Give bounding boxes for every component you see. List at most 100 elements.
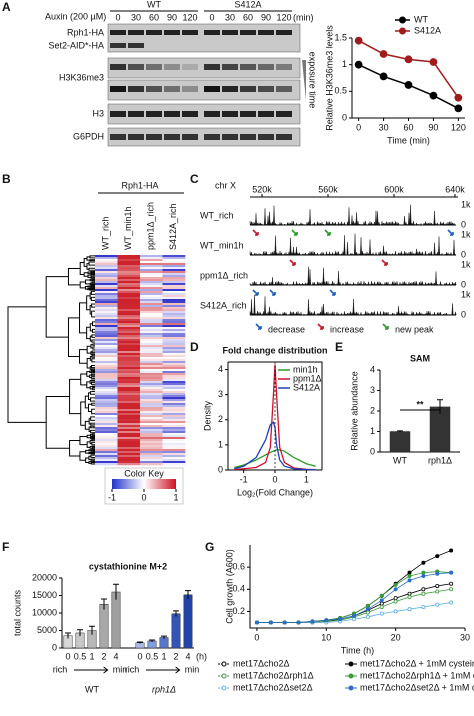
heatmap-cell (140, 409, 163, 412)
heatmap-cell (162, 297, 186, 300)
x-axis-label: Time (h) (341, 645, 374, 655)
heatmap-cell (162, 381, 186, 384)
timepoint: 30 (131, 12, 141, 22)
heatmap-cell (117, 323, 141, 326)
heatmap-cell (140, 295, 163, 298)
dendrogram-branch (89, 282, 92, 286)
x-tick-label: 0 (272, 474, 277, 484)
heatmap-cell (117, 457, 141, 460)
legend-label: met17Δcho2Δrph1Δ + 1mM cysteine (360, 670, 474, 680)
y-tick-label: 4 (370, 364, 375, 374)
legend-label: min1h (293, 364, 318, 374)
heatmap-cell (162, 311, 186, 314)
heatmap-cell (117, 261, 141, 264)
annotation: ** (416, 399, 424, 409)
heatmap-cell (140, 367, 163, 370)
dendrogram-branch (90, 462, 93, 465)
heatmap-cell (117, 335, 141, 338)
blot-row-label: G6PDH (73, 131, 104, 141)
data-point (379, 604, 384, 609)
heatmap-cell (117, 269, 141, 272)
chart-title: cystathionine M+2 (89, 561, 167, 571)
heatmap-column-label: WT_rich (101, 217, 111, 251)
heatmap-cell (140, 431, 163, 434)
heatmap-cell (162, 393, 186, 396)
heatmap-cell (117, 445, 141, 448)
legend-label: met17Δcho2Δset2Δ (233, 682, 313, 692)
heatmap-cell (95, 409, 118, 412)
heatmap-cell (95, 435, 118, 438)
x-tick-label: 0 (356, 122, 361, 132)
axis-arrow (74, 666, 109, 674)
heatmap-cell (162, 277, 186, 280)
dendrogram-branch (67, 267, 81, 286)
heatmap-cell (117, 349, 141, 352)
heatmap-cell (117, 387, 141, 390)
dendrogram-branch (91, 435, 94, 437)
x-tick-label: 0 (254, 632, 259, 642)
track-arrow (252, 229, 259, 236)
heatmap-cell (95, 321, 118, 324)
heatmap-cell (162, 305, 186, 308)
heatmap-cell (140, 385, 163, 388)
heatmap-cell (117, 393, 141, 396)
heatmap-cell (162, 405, 186, 408)
legend-label: S412A (414, 25, 441, 35)
heatmap-cell (117, 265, 141, 268)
heatmap-cell (95, 429, 118, 432)
heatmap-cell (117, 347, 141, 350)
axis (351, 38, 465, 119)
heatmap-cell (117, 287, 141, 290)
timepoint: 90 (167, 12, 177, 22)
dendrogram-branch (83, 272, 88, 277)
heatmap-cell (95, 355, 118, 358)
heatmap-cell (95, 331, 118, 334)
heatmap-cell (162, 391, 186, 394)
heatmap-cell (140, 313, 163, 316)
heatmap-cell (95, 257, 118, 260)
blot-band (276, 111, 292, 117)
dendrogram-branch (91, 321, 94, 327)
error-bar (161, 635, 167, 639)
heatmap-cell (162, 365, 186, 368)
y-tick-label: 2 (218, 414, 223, 424)
axis (228, 361, 323, 470)
dendrogram-branch (91, 439, 94, 442)
dendrogram-branch (86, 295, 91, 311)
heatmap-cell (95, 343, 118, 346)
data-point (393, 609, 398, 614)
dendrogram-branch (91, 437, 94, 440)
heatmap-cell (162, 463, 186, 466)
heatmap-cell (162, 259, 186, 262)
heatmap-cell (162, 309, 186, 312)
heatmap-cell (140, 441, 163, 444)
dendrogram-branch (86, 441, 91, 448)
heatmap-cell (140, 403, 163, 406)
heatmap-cell (95, 451, 118, 454)
dendrogram-branch (88, 267, 91, 271)
blot-band (164, 64, 180, 70)
heatmap-cell (162, 423, 186, 426)
data-point (435, 554, 440, 559)
dendrogram-branch (91, 447, 94, 450)
x-tick-label: 90 (428, 122, 438, 132)
dendrogram-branch (85, 457, 89, 464)
heatmap-cell (140, 377, 163, 380)
heatmap-cell (140, 435, 163, 438)
heatmap-cell (140, 363, 163, 366)
heatmap-cell (117, 449, 141, 452)
legend-marker (221, 673, 227, 679)
heatmap-cell (162, 325, 186, 328)
heatmap-cell (117, 317, 141, 320)
heatmap-cell (117, 451, 141, 454)
dendrogram-branch (91, 445, 94, 448)
heatmap-cell (117, 319, 141, 322)
heatmap-cell (117, 275, 141, 278)
blot-band (182, 64, 198, 70)
heatmap-cell (117, 463, 141, 466)
heatmap-cell (95, 421, 118, 424)
track-label: WT_rich (200, 210, 234, 220)
track-arrow (382, 323, 389, 330)
heatmap-cell (140, 259, 163, 262)
